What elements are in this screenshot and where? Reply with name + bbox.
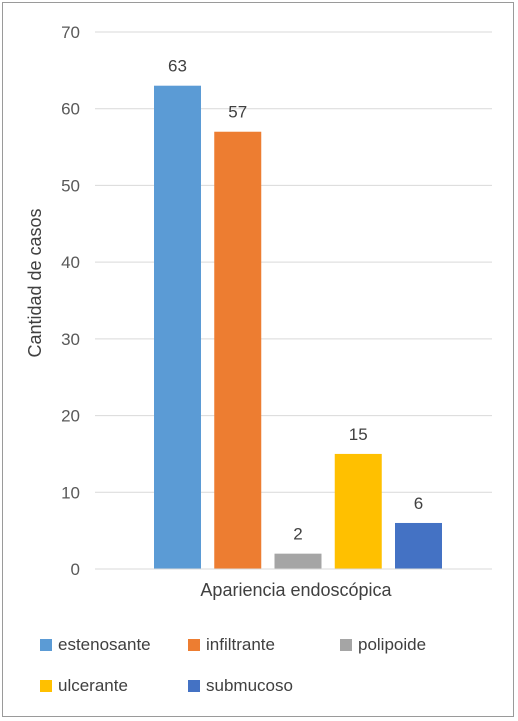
legend: estenosante infiltrante polipoide ulcerante… bbox=[40, 635, 426, 695]
data-label-estenosante: 63 bbox=[168, 57, 187, 76]
y-axis-title: Cantidad de casos bbox=[25, 208, 45, 357]
bar-infiltrante bbox=[214, 131, 262, 569]
bar-submucoso bbox=[395, 522, 442, 569]
bars bbox=[154, 85, 442, 569]
legend-swatch-infiltrante bbox=[188, 639, 200, 651]
bar-polipoide bbox=[274, 553, 322, 569]
data-labels: 63 57 2 15 6 bbox=[168, 57, 423, 544]
bar-estenosante bbox=[154, 85, 201, 569]
y-tick-label: 0 bbox=[71, 560, 80, 579]
data-label-ulcerante: 15 bbox=[349, 425, 368, 444]
y-tick-label: 20 bbox=[61, 407, 80, 426]
legend-label-infiltrante: infiltrante bbox=[206, 635, 275, 654]
data-label-polipoide: 2 bbox=[293, 525, 302, 544]
bar-ulcerante bbox=[334, 453, 382, 569]
legend-swatch-polipoide bbox=[340, 639, 352, 651]
y-tick-label: 50 bbox=[61, 176, 80, 195]
y-tick-label: 10 bbox=[61, 483, 80, 502]
data-label-submucoso: 6 bbox=[414, 494, 423, 513]
y-tick-label: 30 bbox=[61, 330, 80, 349]
y-axis-ticks: 0 10 20 30 40 50 60 70 bbox=[61, 23, 80, 579]
x-axis-title: Apariencia endoscópica bbox=[200, 580, 392, 600]
legend-label-polipoide: polipoide bbox=[358, 635, 426, 654]
legend-swatch-estenosante bbox=[40, 639, 52, 651]
legend-label-estenosante: estenosante bbox=[58, 635, 151, 654]
y-tick-label: 70 bbox=[61, 23, 80, 42]
y-tick-label: 40 bbox=[61, 253, 80, 272]
y-tick-label: 60 bbox=[61, 100, 80, 119]
legend-label-submucoso: submucoso bbox=[206, 676, 293, 695]
legend-label-ulcerante: ulcerante bbox=[58, 676, 128, 695]
data-label-infiltrante: 57 bbox=[228, 103, 247, 122]
legend-swatch-submucoso bbox=[188, 680, 200, 692]
legend-swatch-ulcerante bbox=[40, 680, 52, 692]
